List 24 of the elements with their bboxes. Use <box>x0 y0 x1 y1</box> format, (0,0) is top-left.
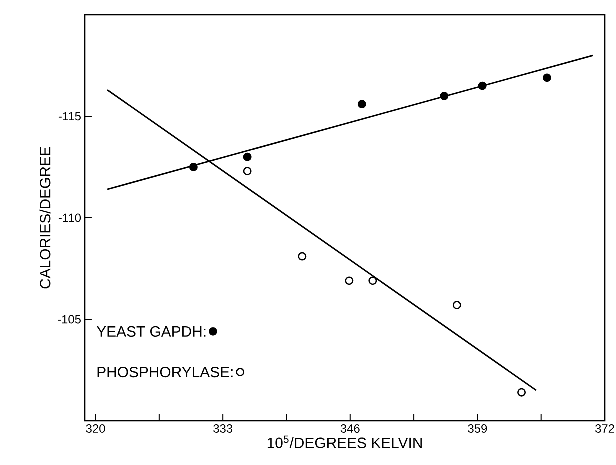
x-tick-label: 359 <box>468 424 488 433</box>
point <box>189 163 198 172</box>
x-tick-label: 333 <box>214 424 233 433</box>
y-tick-label: -110 <box>58 214 82 222</box>
point <box>440 92 449 100</box>
point <box>243 152 252 162</box>
x-tick-label: 372 <box>595 424 614 433</box>
point <box>518 388 526 397</box>
point <box>452 301 462 310</box>
y-axis-title: CALORIES/DEGREE <box>40 147 51 289</box>
point <box>368 276 378 286</box>
point <box>478 82 487 90</box>
point <box>358 100 366 109</box>
legend-label: PHOSPHORYLASE: <box>98 366 233 378</box>
x-axis-title: 10$^{5}$/DEGREES KELVIN <box>268 436 422 448</box>
legend-label: YEAST GAPDH: <box>96 326 206 337</box>
point <box>542 74 552 82</box>
x-tick-label: 320 <box>86 424 106 433</box>
point <box>243 167 252 176</box>
y-tick-label: -115 <box>58 112 81 121</box>
point <box>345 276 354 286</box>
point <box>298 252 307 261</box>
y-tick-label: -105 <box>58 315 81 324</box>
x-tick-label: 346 <box>340 424 360 433</box>
